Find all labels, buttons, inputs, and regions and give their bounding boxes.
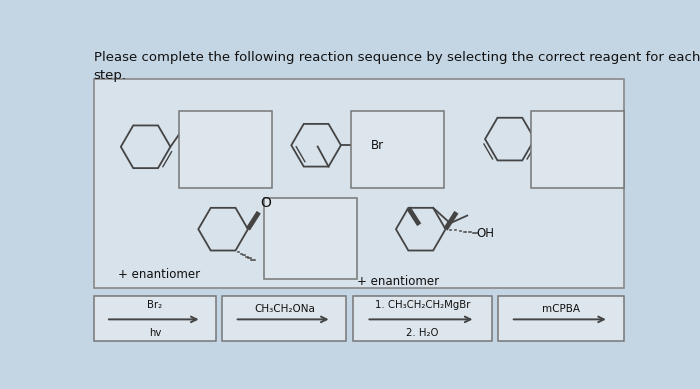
Text: Please complete the following reaction sequence by selecting the correct reagent: Please complete the following reaction s… bbox=[94, 51, 700, 82]
Text: CH₃CH₂ONa: CH₃CH₂ONa bbox=[254, 304, 315, 314]
Bar bbox=[353, 296, 492, 341]
Text: Br: Br bbox=[370, 139, 384, 152]
Text: 1. CH₃CH₂CH₂MgBr: 1. CH₃CH₂CH₂MgBr bbox=[374, 300, 470, 310]
Bar bbox=[498, 296, 624, 341]
Text: mCPBA: mCPBA bbox=[542, 304, 580, 314]
Text: OH: OH bbox=[477, 226, 494, 240]
Text: Br₂: Br₂ bbox=[148, 300, 162, 310]
Bar bbox=[531, 110, 624, 187]
Bar bbox=[94, 79, 624, 289]
Bar bbox=[264, 198, 357, 279]
Bar bbox=[351, 110, 444, 187]
Text: + enantiomer: + enantiomer bbox=[357, 275, 440, 288]
Text: + enantiomer: + enantiomer bbox=[118, 268, 201, 281]
Bar bbox=[94, 296, 216, 341]
Text: 2. H₂O: 2. H₂O bbox=[406, 328, 438, 338]
Bar bbox=[223, 296, 346, 341]
Bar bbox=[179, 110, 272, 187]
Text: O: O bbox=[260, 196, 271, 210]
Text: hv: hv bbox=[148, 328, 161, 338]
